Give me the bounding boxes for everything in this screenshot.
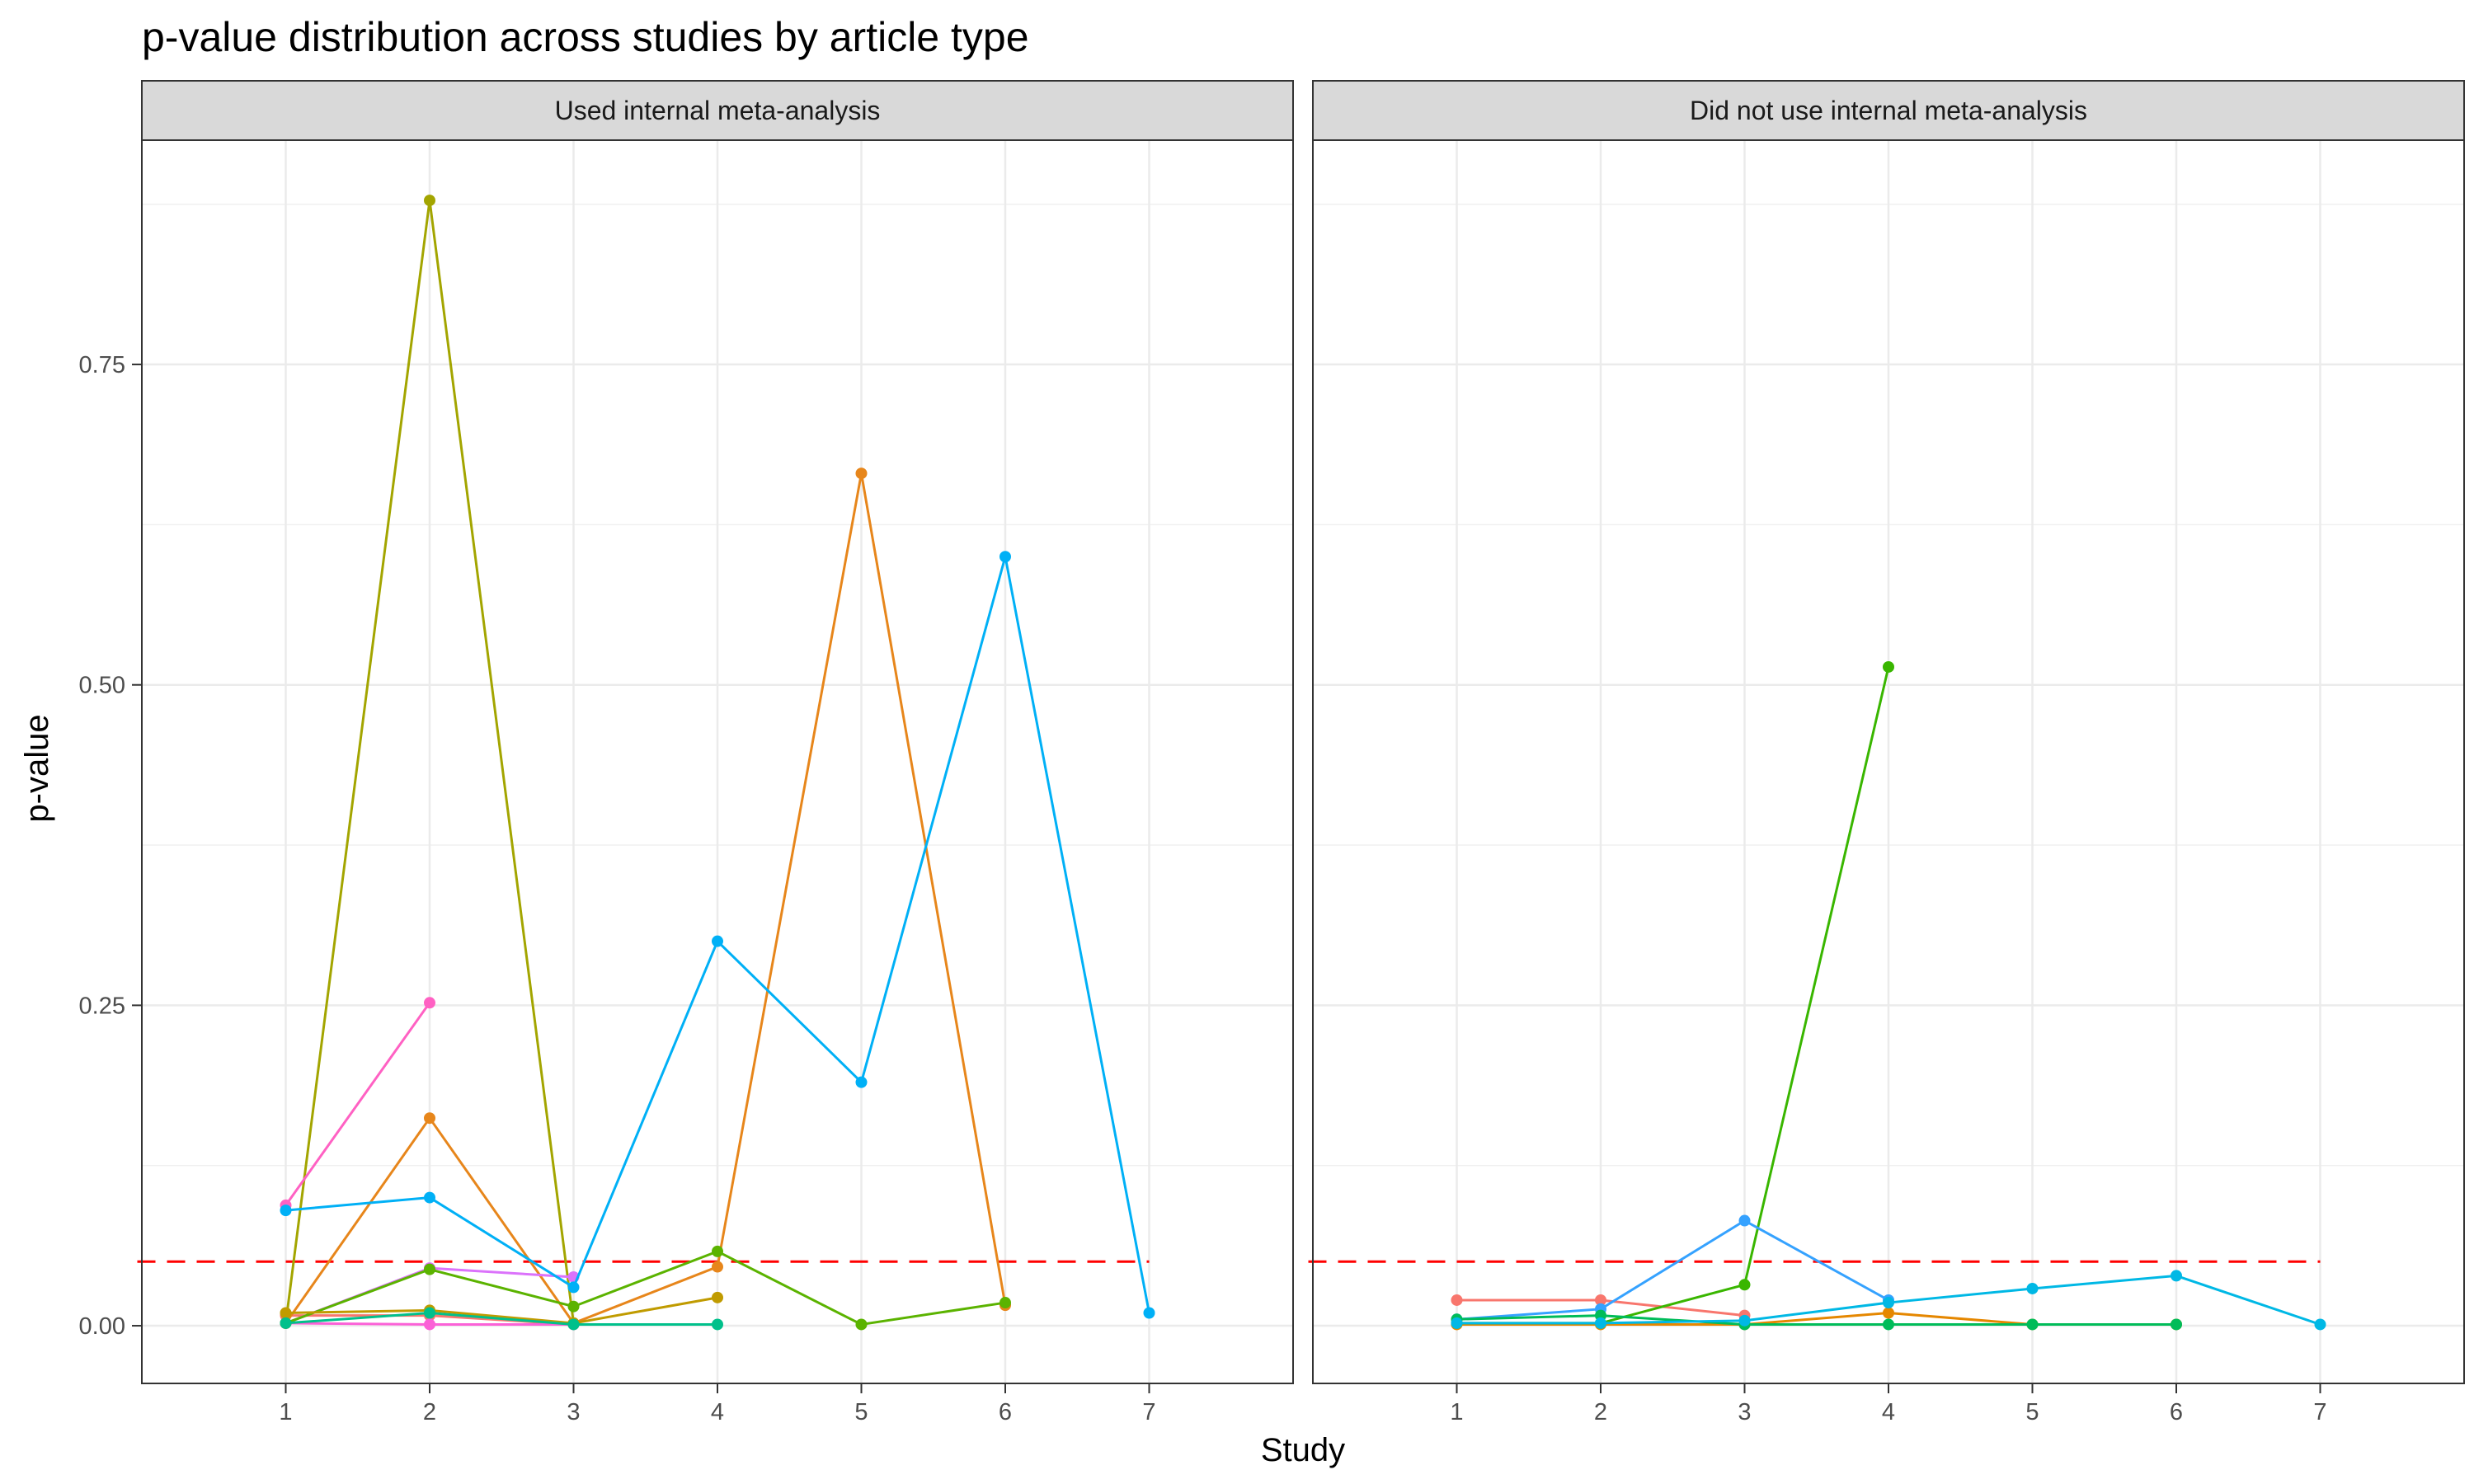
- data-point: [1143, 1307, 1155, 1319]
- data-point: [855, 467, 868, 480]
- x-tick-label: 2: [423, 1399, 436, 1425]
- x-tick-label: 3: [1738, 1399, 1751, 1425]
- panel-strip-label: Did not use internal meta-analysis: [1690, 96, 2087, 125]
- data-point: [1595, 1317, 1606, 1329]
- series-line: [285, 1296, 718, 1325]
- data-point: [424, 1112, 435, 1125]
- data-point: [1451, 1294, 1463, 1306]
- data-point: [2026, 1318, 2039, 1331]
- data-point: [712, 1291, 723, 1303]
- y-tick-label: 0.25: [79, 993, 125, 1019]
- y-tick-label: 0.00: [79, 1313, 125, 1340]
- data-point: [424, 1263, 435, 1275]
- data-point: [2026, 1282, 2039, 1294]
- x-tick-label: 5: [854, 1399, 868, 1425]
- data-point: [424, 1191, 435, 1204]
- data-point: [280, 1317, 292, 1329]
- data-point: [1883, 660, 1894, 673]
- data-point: [855, 1076, 868, 1088]
- x-tick-label: 4: [711, 1399, 724, 1425]
- series-line: [285, 1311, 717, 1326]
- x-tick-label: 1: [1450, 1399, 1463, 1425]
- data-point: [999, 1297, 1011, 1309]
- data-point: [712, 1261, 723, 1273]
- y-axis-title: p-value: [19, 714, 55, 822]
- chart-title: p-value distribution across studies by a…: [142, 14, 1029, 60]
- data-point: [1883, 1318, 1894, 1331]
- x-tick-label: 6: [2170, 1399, 2183, 1425]
- data-point: [1738, 1279, 1751, 1291]
- data-point: [424, 1318, 435, 1331]
- data-point: [567, 1300, 580, 1313]
- x-tick-label: 2: [1594, 1399, 1607, 1425]
- data-point: [424, 997, 435, 1009]
- data-point: [2314, 1318, 2326, 1331]
- x-tick-label: 7: [2313, 1399, 2326, 1425]
- data-point: [1595, 1294, 1606, 1306]
- x-tick-label: 6: [999, 1399, 1012, 1425]
- x-axis-title: Study: [1261, 1432, 1345, 1468]
- panel-strip: [141, 80, 1294, 141]
- data-point: [1883, 1297, 1894, 1309]
- data-point: [567, 1318, 580, 1331]
- series-line: [285, 1250, 1006, 1327]
- panel-1: Used internal meta-analysis 1 2 3 4 5 6 7: [137, 80, 1294, 1425]
- data-point: [855, 1318, 868, 1331]
- data-point: [712, 935, 723, 947]
- x-tick-label: 7: [1142, 1399, 1155, 1425]
- data-point: [1738, 1314, 1751, 1327]
- data-point: [2171, 1318, 2182, 1331]
- data-point: [2171, 1270, 2182, 1282]
- data-point: [424, 1307, 435, 1319]
- data-point: [424, 195, 435, 207]
- data-point: [712, 1245, 723, 1257]
- data-point: [999, 551, 1011, 563]
- series-line: [285, 1002, 431, 1206]
- y-tick-label: 0.50: [79, 673, 125, 699]
- data-point: [567, 1281, 580, 1294]
- x-tick-label: 4: [1882, 1399, 1895, 1425]
- y-tick-label: 0.75: [79, 352, 125, 378]
- panel-strip-label: Used internal meta-analysis: [555, 96, 881, 125]
- y-axis: 0.00 0.25 0.50 0.75: [79, 352, 142, 1340]
- x-tick-label: 5: [2025, 1399, 2039, 1425]
- x-tick-label: 1: [279, 1399, 292, 1425]
- series-line: [1456, 1219, 1889, 1321]
- data-point: [280, 1307, 292, 1319]
- panel-2: Did not use internal meta-analysis 1 2 3 4 5 6…: [1308, 80, 2465, 1425]
- data-point: [712, 1318, 723, 1331]
- series-line: [1456, 1314, 2176, 1326]
- data-point: [280, 1205, 292, 1217]
- series-line: [285, 472, 1007, 1325]
- x-tick-label: 3: [567, 1399, 580, 1425]
- data-point: [1738, 1214, 1751, 1227]
- data-point: [1883, 1307, 1894, 1319]
- data-point: [1451, 1317, 1463, 1329]
